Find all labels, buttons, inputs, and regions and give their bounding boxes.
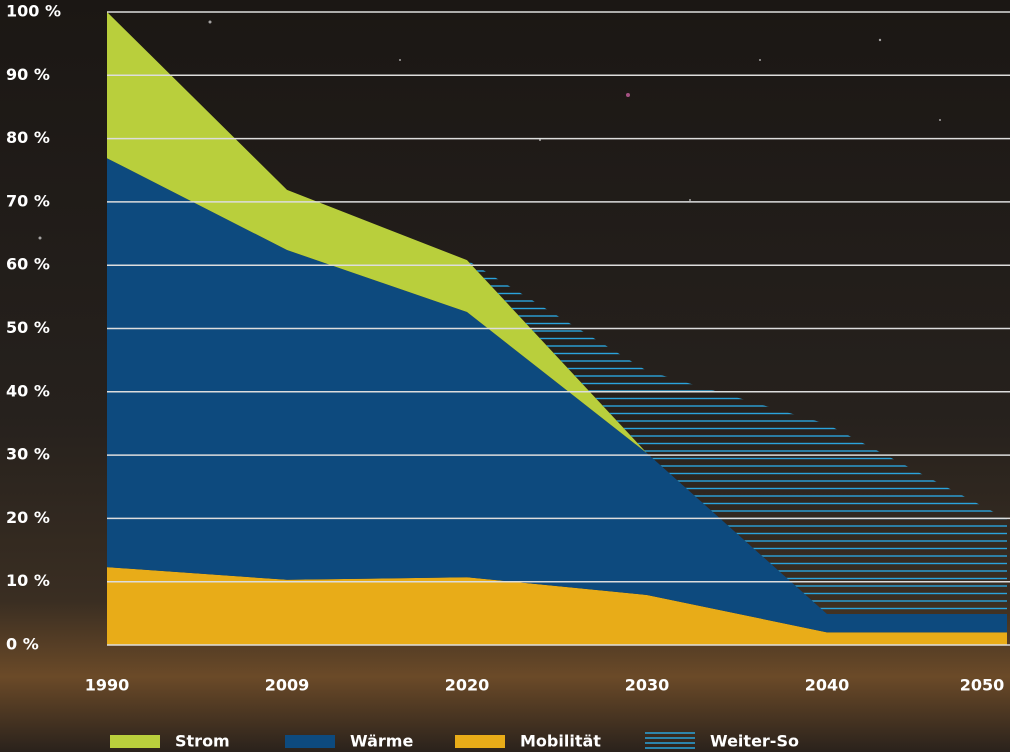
x-tick-label: 2050 (960, 676, 1005, 695)
x-tick-label: 2009 (265, 676, 310, 695)
legend-swatch (455, 735, 505, 748)
legend-swatch (285, 735, 335, 748)
area (107, 158, 1007, 633)
area (107, 567, 1007, 645)
y-tick-label: 80 % (6, 128, 50, 147)
legend-item: Strom (110, 732, 230, 751)
legend-swatch (110, 735, 160, 748)
x-tick-label: 1990 (85, 676, 130, 695)
y-tick-label: 30 % (6, 445, 50, 464)
y-tick-label: 40 % (6, 381, 50, 400)
x-tick-label: 2030 (625, 676, 670, 695)
legend-item: Weiter-So (645, 732, 799, 751)
x-tick-label: 2020 (445, 676, 490, 695)
y-tick-label: 70 % (6, 191, 50, 210)
legend-label: Mobilität (520, 732, 601, 751)
stars (38, 20, 941, 240)
legend-item: Mobilität (455, 732, 601, 751)
y-tick-label: 100 % (6, 2, 61, 21)
y-tick-label: 50 % (6, 318, 50, 337)
legend-label: Strom (175, 732, 230, 751)
y-tick-label: 10 % (6, 571, 50, 590)
legend-item: Wärme (285, 732, 413, 751)
y-tick-label: 90 % (6, 65, 50, 84)
x-tick-label: 2040 (805, 676, 850, 695)
y-tick-label: 20 % (6, 508, 50, 527)
legend-label: Weiter-So (710, 732, 799, 751)
y-tick-label: 0 % (6, 635, 39, 654)
legend-label: Wärme (350, 732, 413, 751)
area (467, 260, 1007, 614)
y-tick-label: 60 % (6, 255, 50, 274)
